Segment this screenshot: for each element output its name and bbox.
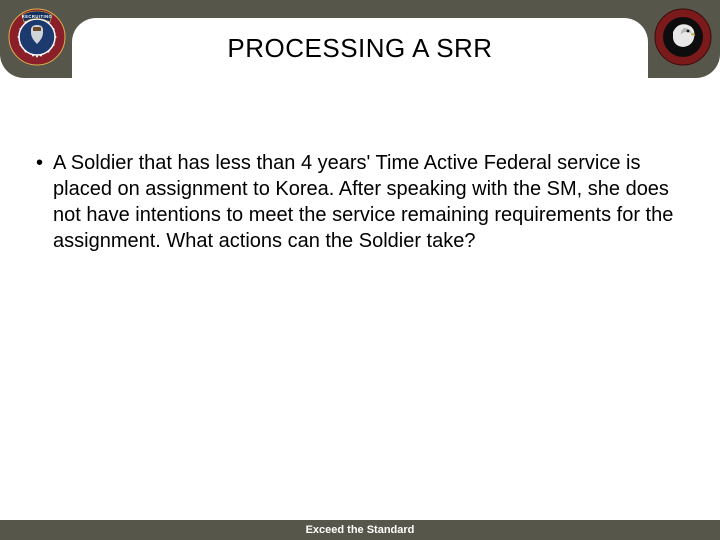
- content-area: • A Soldier that has less than 4 years' …: [0, 78, 720, 254]
- recruiting-seal-icon: RECRUITING: [8, 8, 66, 66]
- recruiting-badge: RECRUITING: [8, 8, 66, 66]
- header-bar: RECRUITING PROCESSING A SRR: [0, 0, 720, 78]
- page-title: PROCESSING A SRR: [227, 33, 492, 64]
- svg-text:RECRUITING: RECRUITING: [22, 14, 52, 19]
- bullet-text: A Soldier that has less than 4 years' Ti…: [53, 150, 684, 254]
- eagle-badge: [654, 8, 712, 66]
- title-pill: PROCESSING A SRR: [72, 18, 648, 78]
- eagle-seal-icon: [654, 8, 712, 66]
- bullet-item: • A Soldier that has less than 4 years' …: [36, 150, 684, 254]
- bullet-marker: •: [36, 150, 43, 176]
- footer-bar: Exceed the Standard: [0, 520, 720, 540]
- footer-text: Exceed the Standard: [306, 524, 415, 536]
